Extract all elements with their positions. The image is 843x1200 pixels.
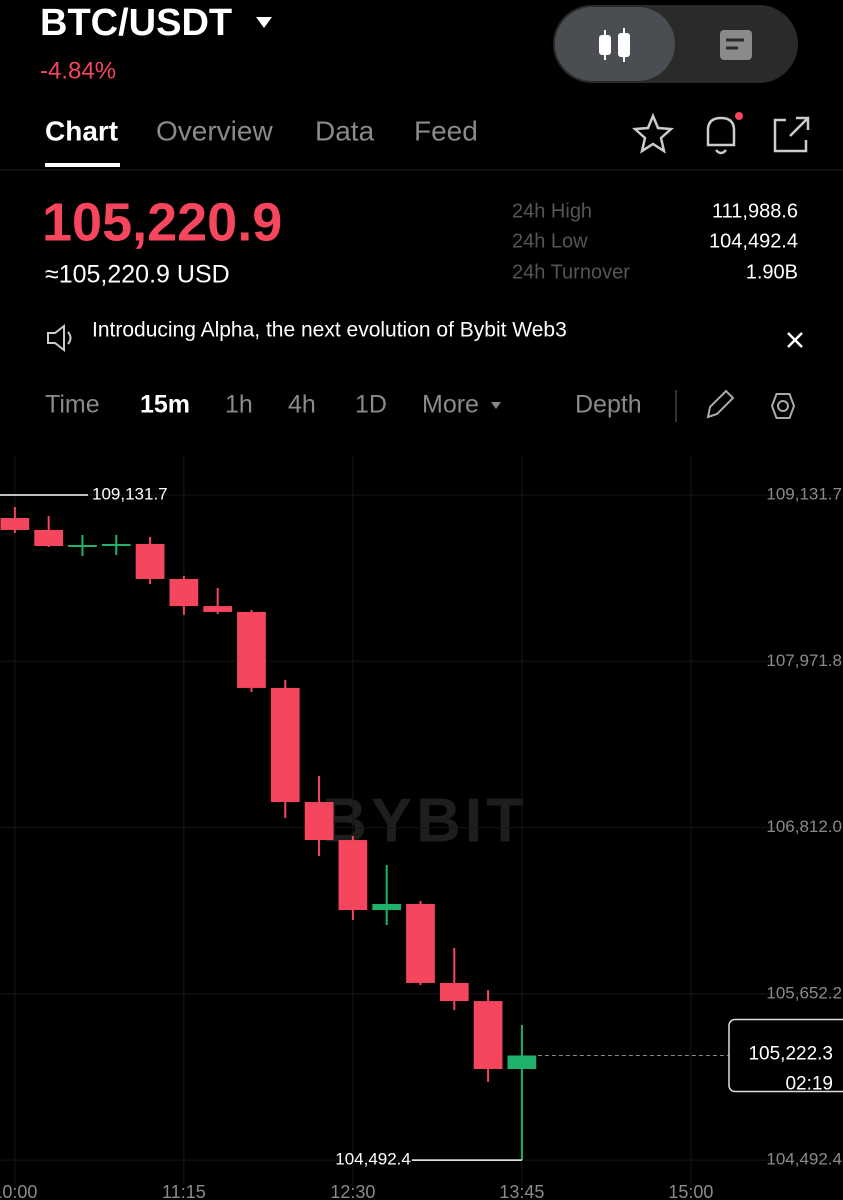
- stat-value: 1.90B: [746, 261, 798, 283]
- banner-text[interactable]: Introducing Alpha, the next evolution of…: [92, 319, 567, 342]
- alert-icon[interactable]: [706, 116, 736, 155]
- candle-body: [135, 543, 165, 579]
- interval[interactable]: 4h: [288, 391, 316, 419]
- interval[interactable]: 15m: [140, 391, 190, 419]
- usd-price: ≈105,220.9 USD: [45, 261, 230, 289]
- interval[interactable]: 1h: [225, 391, 253, 419]
- tab[interactable]: Overview: [156, 115, 273, 146]
- low-marker-label: 104,492.4: [335, 1150, 411, 1169]
- y-tick-label: 104,492.4: [766, 1150, 842, 1169]
- alert-dot: [735, 112, 743, 120]
- candle-body: [406, 903, 435, 983]
- candle-body: [0, 518, 30, 530]
- pair-title[interactable]: BTC/USDT: [40, 2, 232, 44]
- interval[interactable]: 1D: [355, 391, 387, 419]
- candle-body: [237, 611, 266, 688]
- candle-body: [338, 840, 368, 911]
- candle-body: [439, 982, 469, 1002]
- info-view-button[interactable]: [720, 30, 752, 60]
- settings-icon[interactable]: [770, 393, 796, 419]
- tab-underline: [45, 163, 120, 167]
- tab[interactable]: Chart: [45, 115, 118, 146]
- last-price-label: 105,222.3: [748, 1044, 833, 1065]
- interval[interactable]: More: [422, 391, 479, 419]
- x-tick-label: 15:00: [668, 1182, 713, 1200]
- last-price-box: [728, 1018, 843, 1093]
- x-tick-label: 11:15: [162, 1182, 206, 1200]
- candle-body: [507, 1055, 537, 1070]
- pair-dropdown[interactable]: [256, 17, 272, 28]
- chart-view-button[interactable]: [555, 7, 675, 81]
- stat-label: 24h High: [512, 200, 592, 222]
- last-price: 105,220.9: [42, 192, 282, 252]
- y-tick-label: 107,971.8: [766, 651, 842, 670]
- chart: BYBIT 104,492.4105,652.2106,812.0107,971…: [0, 455, 843, 1200]
- candle-body: [372, 903, 402, 911]
- stat-value: 104,492.4: [709, 230, 798, 252]
- candle-body: [101, 543, 131, 546]
- favorite-icon[interactable]: [631, 112, 675, 154]
- y-tick-label: 105,652.2: [766, 983, 842, 1002]
- change: -4.84%: [40, 57, 116, 84]
- candle-body: [169, 578, 199, 607]
- candle-body: [68, 544, 97, 547]
- candle-icon: [599, 28, 630, 62]
- candle-body: [304, 802, 334, 841]
- candle-body: [34, 529, 64, 546]
- close-banner[interactable]: [787, 332, 803, 348]
- speaker-icon: [47, 323, 72, 353]
- high-marker-label: 109,131.7: [92, 484, 168, 503]
- interval[interactable]: Depth: [575, 391, 642, 419]
- x-tick-label: 13:45: [499, 1182, 544, 1200]
- tab[interactable]: Feed: [414, 115, 478, 146]
- draw-tool[interactable]: [706, 389, 735, 419]
- stat-label: 24h Low: [512, 230, 588, 252]
- more-arrow: [491, 402, 501, 409]
- stat-value: 111,988.6: [712, 200, 798, 222]
- x-tick-label: 12:30: [330, 1182, 375, 1200]
- candle-body: [270, 687, 300, 803]
- x-tick-label: 10:00: [0, 1182, 37, 1200]
- countdown: 02:19: [785, 1074, 833, 1095]
- y-tick-label: 109,131.7: [766, 484, 842, 503]
- stat-label: 24h Turnover: [512, 261, 630, 283]
- tab[interactable]: Data: [315, 115, 375, 146]
- share-icon[interactable]: [773, 116, 810, 153]
- candle-body: [473, 1001, 503, 1070]
- interval[interactable]: Time: [45, 391, 100, 419]
- y-tick-label: 106,812.0: [766, 817, 842, 836]
- candle-body: [203, 606, 233, 612]
